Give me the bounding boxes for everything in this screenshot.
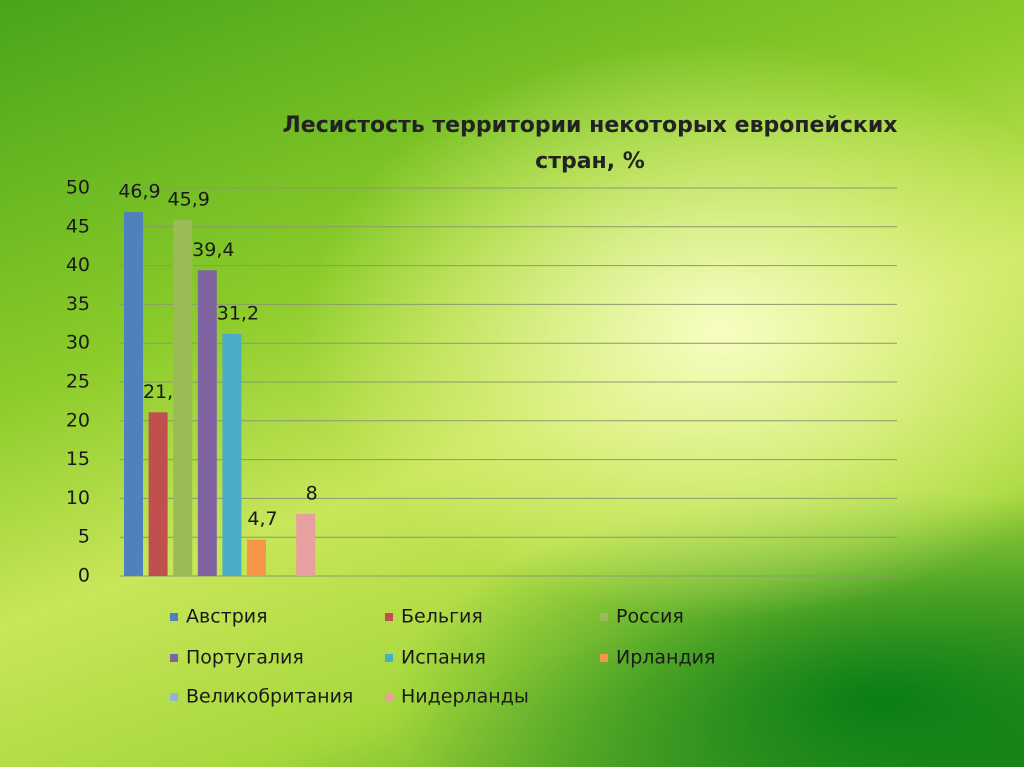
y-tick-label: 15	[66, 448, 90, 470]
y-tick-label: 10	[66, 487, 90, 509]
y-tick-label: 40	[66, 254, 90, 276]
y-tick-label: 30	[66, 332, 90, 354]
y-tick-label: 20	[66, 409, 90, 431]
value-label: 39,4	[192, 239, 234, 261]
y-tick-label: 0	[78, 565, 90, 587]
value-label: 4,7	[247, 508, 277, 530]
legend-label: Испания	[401, 647, 486, 669]
legend-swatch	[385, 613, 393, 621]
legend-swatch	[170, 613, 178, 621]
legend-label: Бельгия	[401, 606, 483, 628]
chart-title: Лесистость территории некоторых европейс…	[283, 113, 898, 138]
bar	[247, 539, 266, 576]
legend-swatch	[385, 654, 393, 662]
bar	[296, 513, 316, 576]
y-tick-label: 35	[66, 293, 90, 315]
bar	[173, 219, 193, 577]
y-tick-label: 45	[66, 215, 90, 237]
bar	[124, 212, 143, 576]
legend-label: Австрия	[186, 606, 268, 628]
legend-swatch	[385, 693, 393, 701]
value-label: 8	[306, 482, 318, 504]
legend-label: Россия	[616, 606, 684, 628]
y-tick-label: 5	[78, 526, 90, 548]
value-label: 31,2	[217, 302, 259, 324]
bar	[197, 270, 217, 576]
legend-swatch	[170, 693, 178, 701]
legend-label: Португалия	[186, 647, 304, 669]
legend-label: Нидерланды	[401, 686, 529, 708]
legend-swatch	[600, 613, 608, 621]
legend-label: Великобритания	[186, 686, 353, 708]
legend-swatch	[600, 654, 608, 662]
bar	[222, 333, 242, 576]
legend-label: Ирландия	[616, 647, 715, 669]
legend-swatch	[170, 654, 178, 662]
chart-title: стран, %	[535, 149, 645, 174]
value-label: 45,9	[168, 188, 210, 210]
value-label: 46,9	[118, 181, 160, 203]
y-tick-label: 25	[66, 371, 90, 393]
y-tick-label: 50	[66, 177, 90, 199]
bar	[148, 412, 168, 576]
